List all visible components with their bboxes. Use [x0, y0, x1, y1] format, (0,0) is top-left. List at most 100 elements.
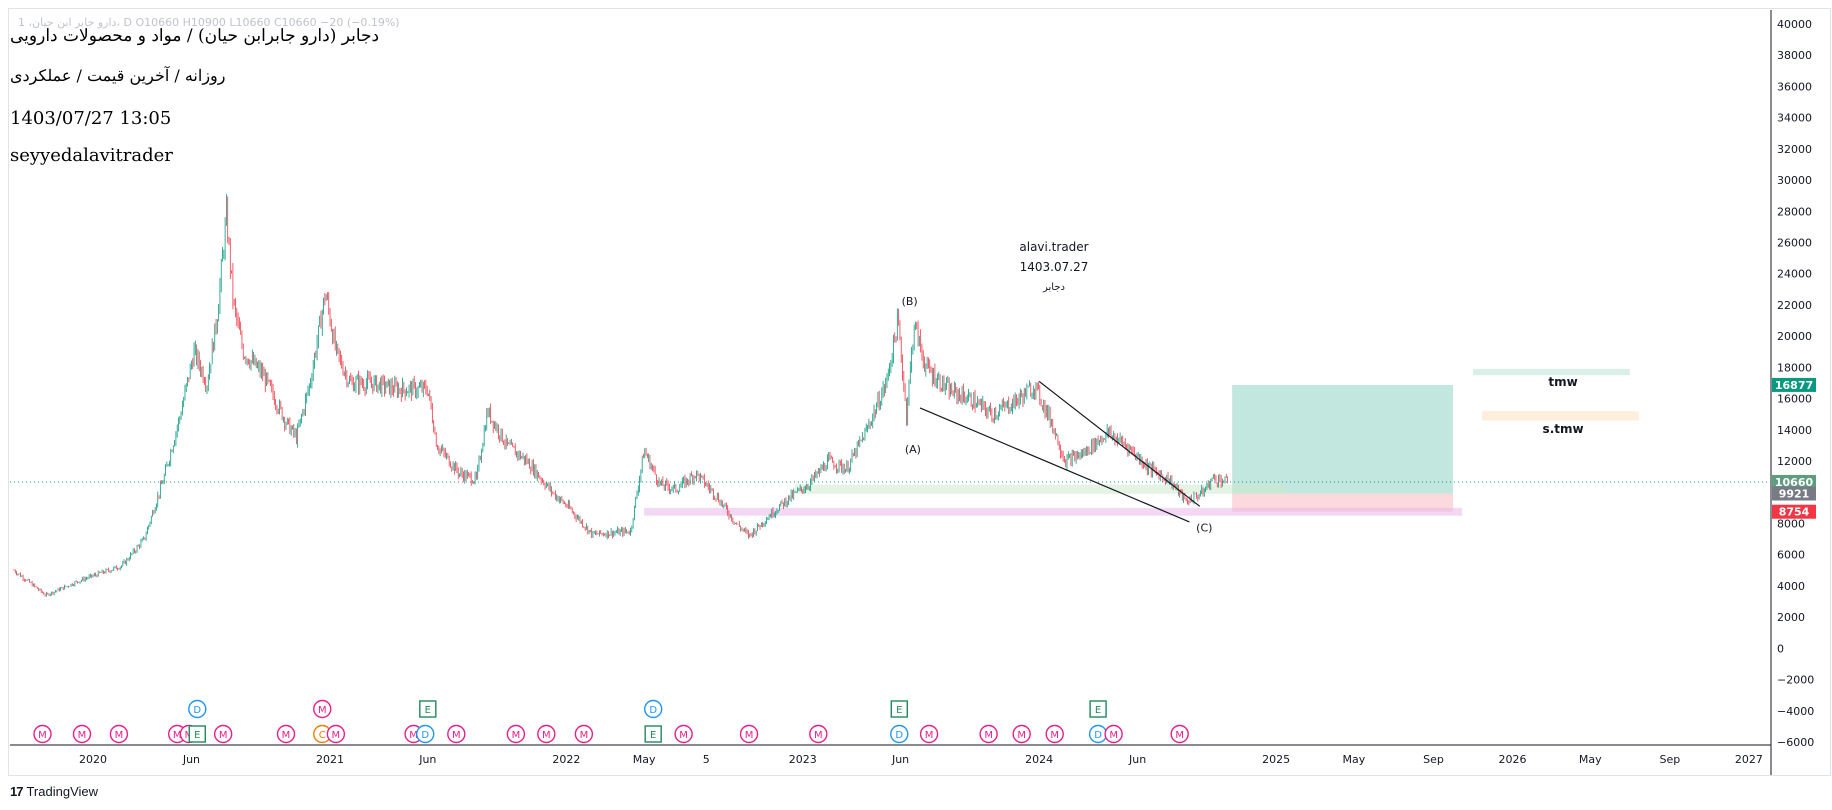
x-tick-label: Sep	[1660, 753, 1681, 766]
event-marker[interactable]	[506, 724, 526, 744]
event-marker-letter: M	[452, 730, 461, 741]
event-marker[interactable]	[213, 724, 233, 744]
trendline[interactable]	[919, 407, 1190, 523]
y-tick-label: −4000	[1777, 705, 1814, 718]
zone-label: tmw	[1548, 375, 1577, 389]
wave-label: (C)	[1196, 521, 1212, 534]
x-tick-label: Sep	[1423, 753, 1444, 766]
y-tick-label: 40000	[1777, 18, 1812, 31]
event-marker[interactable]	[1170, 724, 1189, 744]
x-tick-label: May	[633, 753, 656, 766]
chart-subtitle: روزانه / آخرین قیمت / عملکردی	[10, 66, 226, 85]
event-marker-letter: E	[425, 705, 431, 716]
event-marker[interactable]	[188, 725, 206, 743]
y-tick-label: 32000	[1777, 143, 1812, 156]
chart-frame	[8, 8, 1831, 776]
event-marker[interactable]	[644, 725, 662, 743]
event-marker[interactable]	[574, 724, 594, 744]
zone-support	[795, 484, 1286, 494]
price-label-bg	[1772, 486, 1816, 501]
price-label: 8754	[1779, 506, 1810, 519]
event-marker[interactable]	[1104, 724, 1123, 744]
event-marker-letter: D	[421, 730, 429, 741]
event-marker[interactable]	[537, 724, 556, 744]
trendline[interactable]	[1038, 380, 1201, 507]
event-marker-letter: M	[332, 730, 341, 741]
y-tick-label: 22000	[1777, 299, 1812, 312]
x-tick-label: 2024	[1025, 753, 1053, 766]
event-marker[interactable]	[447, 724, 466, 744]
x-tick-label: 2021	[316, 753, 344, 766]
event-marker-letter: M	[1050, 730, 1059, 741]
x-tick-label: 2020	[79, 753, 107, 766]
event-marker[interactable]	[1012, 724, 1031, 744]
event-marker-letter: C	[319, 730, 326, 741]
zone-stop	[1232, 493, 1453, 512]
event-marker[interactable]	[919, 724, 939, 744]
event-marker-letter: M	[1109, 730, 1118, 741]
event-marker[interactable]	[890, 724, 909, 744]
y-tick-label: 6000	[1777, 549, 1805, 562]
event-marker[interactable]	[1045, 724, 1064, 744]
x-tick-label: May	[1343, 753, 1366, 766]
y-tick-label: 14000	[1777, 424, 1812, 437]
x-tick-label: 2022	[552, 753, 580, 766]
event-marker-letter: E	[194, 730, 200, 741]
event-marker-letter: M	[745, 730, 754, 741]
y-tick-label: 12000	[1777, 455, 1812, 468]
event-marker[interactable]	[109, 724, 129, 744]
event-marker-letter: M	[115, 730, 124, 741]
event-marker[interactable]	[739, 724, 759, 744]
zone-support	[644, 507, 1463, 516]
event-marker-letter: M	[1017, 730, 1026, 741]
x-tick-label: Jun	[891, 753, 909, 766]
tradingview-logo[interactable]: 17 TradingView	[10, 784, 98, 799]
event-marker[interactable]	[979, 724, 998, 744]
y-tick-label: 26000	[1777, 237, 1812, 250]
event-marker-letter: M	[679, 730, 688, 741]
event-marker-letter: M	[282, 730, 291, 741]
event-marker[interactable]	[72, 724, 92, 744]
event-marker[interactable]	[809, 724, 828, 744]
watermark-line: دجابر	[1042, 282, 1065, 293]
price-label: 16877	[1775, 379, 1813, 392]
tradingview-logo-icon: 17	[10, 784, 24, 799]
event-marker-letter: D	[1094, 730, 1102, 741]
watermark-line: 1403.07.27	[1020, 260, 1089, 274]
event-marker-letter: M	[409, 730, 418, 741]
symbol-legend: 1 ،دارو جابر ابن حیان، D O10660 H10900 L…	[18, 16, 400, 29]
event-marker[interactable]	[188, 699, 207, 719]
event-marker[interactable]	[643, 699, 663, 719]
x-tick-label: May	[1579, 753, 1602, 766]
event-marker-letter: M	[173, 730, 182, 741]
y-tick-label: 18000	[1777, 361, 1812, 374]
y-tick-label: 28000	[1777, 205, 1812, 218]
watermark-line: alavi.trader	[1019, 240, 1088, 254]
event-marker-letter: D	[649, 705, 657, 716]
event-marker[interactable]	[1089, 700, 1107, 718]
price-label-bg	[1772, 377, 1816, 392]
event-marker[interactable]	[326, 724, 346, 744]
x-tick-label: 5	[703, 753, 710, 766]
x-tick-label: 2023	[789, 753, 817, 766]
event-marker[interactable]	[33, 724, 52, 744]
y-tick-label: 36000	[1777, 80, 1812, 93]
event-marker-letter: E	[1095, 705, 1101, 716]
y-tick-label: 34000	[1777, 112, 1812, 125]
y-tick-label: −6000	[1777, 736, 1814, 749]
zone-target	[1232, 384, 1453, 494]
x-tick-label: 2027	[1735, 753, 1763, 766]
event-marker[interactable]	[890, 700, 908, 718]
y-tick-label: 0	[1777, 642, 1784, 655]
y-tick-label: 20000	[1777, 330, 1812, 343]
event-marker[interactable]	[419, 700, 437, 718]
event-marker[interactable]	[416, 724, 435, 744]
event-marker-letter: D	[895, 730, 903, 741]
event-marker[interactable]	[674, 724, 693, 744]
price-label: 9921	[1779, 487, 1810, 500]
y-tick-label: −2000	[1777, 674, 1814, 687]
event-marker-letter: M	[78, 730, 87, 741]
event-marker[interactable]	[276, 724, 296, 744]
event-marker[interactable]	[313, 699, 332, 719]
